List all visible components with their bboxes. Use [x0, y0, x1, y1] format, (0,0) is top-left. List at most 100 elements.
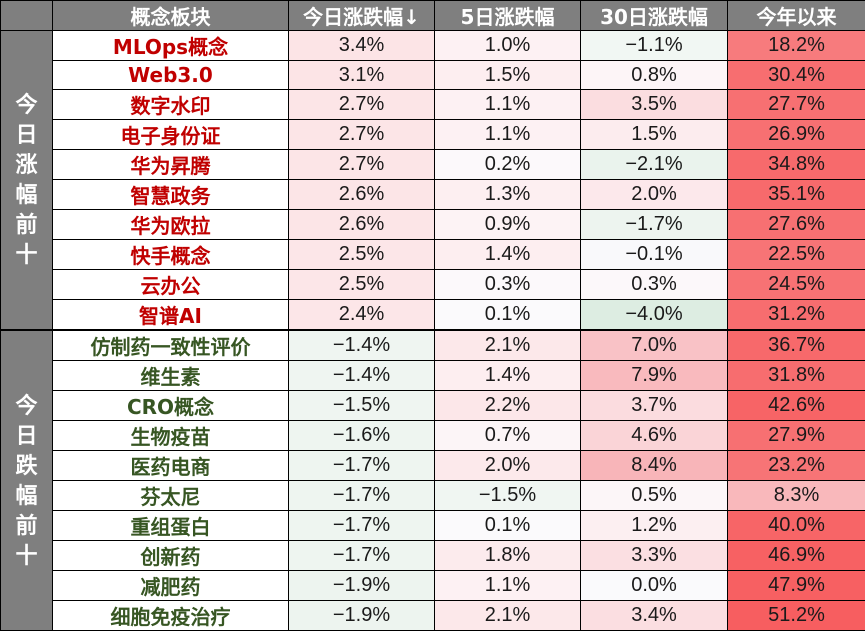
ytd-change-cell: 18.2%	[728, 31, 865, 61]
30day-change-cell: 0.0%	[581, 571, 728, 601]
sector-name-cell: 智谱AI	[53, 300, 289, 331]
today-change-cell: −1.6%	[289, 421, 435, 451]
group-label-text: 今日跌幅前十	[15, 391, 39, 571]
ytd-change-cell: 51.2%	[728, 601, 865, 631]
30day-change-cell: −4.0%	[581, 300, 728, 331]
today-change-cell: −1.7%	[289, 481, 435, 511]
today-change-cell: 2.7%	[289, 120, 435, 150]
30day-change-cell: −1.1%	[581, 31, 728, 61]
30day-change-cell: 3.4%	[581, 601, 728, 631]
header-5day-change[interactable]: 5日涨跌幅	[435, 1, 581, 31]
header-30day-change[interactable]: 30日涨跌幅	[581, 1, 728, 31]
table-row: 今日跌幅前十仿制药一致性评价−1.4%2.1%7.0%36.7%	[1, 330, 865, 361]
ytd-change-cell: 8.3%	[728, 481, 865, 511]
header-row: 概念板块 今日涨跌幅↓ 5日涨跌幅 30日涨跌幅 今年以来	[1, 1, 865, 31]
30day-change-cell: 3.7%	[581, 391, 728, 421]
sector-name-cell: 智慧政务	[53, 180, 289, 210]
sector-name-cell: 重组蛋白	[53, 511, 289, 541]
ytd-change-cell: 24.5%	[728, 270, 865, 300]
today-change-cell: 2.5%	[289, 240, 435, 270]
sector-name-cell: CRO概念	[53, 391, 289, 421]
today-change-cell: 2.7%	[289, 90, 435, 120]
30day-change-cell: 7.9%	[581, 361, 728, 391]
sector-name-cell: 创新药	[53, 541, 289, 571]
ytd-change-cell: 34.8%	[728, 150, 865, 180]
ytd-change-cell: 31.2%	[728, 300, 865, 331]
group-label-top-losers: 今日跌幅前十	[1, 330, 53, 631]
header-group	[1, 1, 53, 31]
30day-change-cell: 1.5%	[581, 120, 728, 150]
today-change-cell: −1.7%	[289, 451, 435, 481]
sector-name-cell: 芬太尼	[53, 481, 289, 511]
table-row: 创新药−1.7%1.8%3.3%46.9%	[1, 541, 865, 571]
5day-change-cell: 2.0%	[435, 451, 581, 481]
sector-name-cell: 云办公	[53, 270, 289, 300]
ytd-change-cell: 35.1%	[728, 180, 865, 210]
today-change-cell: −1.9%	[289, 571, 435, 601]
30day-change-cell: 7.0%	[581, 330, 728, 361]
ytd-change-cell: 27.6%	[728, 210, 865, 240]
table-row: 细胞免疫治疗−1.9%2.1%3.4%51.2%	[1, 601, 865, 631]
5day-change-cell: 1.1%	[435, 90, 581, 120]
table-row: 重组蛋白−1.7%0.1%1.2%40.0%	[1, 511, 865, 541]
30day-change-cell: 0.3%	[581, 270, 728, 300]
5day-change-cell: 2.1%	[435, 601, 581, 631]
today-change-cell: −1.9%	[289, 601, 435, 631]
header-sector[interactable]: 概念板块	[53, 1, 289, 31]
5day-change-cell: 0.2%	[435, 150, 581, 180]
5day-change-cell: 1.1%	[435, 571, 581, 601]
5day-change-cell: 0.3%	[435, 270, 581, 300]
today-change-cell: −1.4%	[289, 361, 435, 391]
today-change-cell: −1.5%	[289, 391, 435, 421]
5day-change-cell: 2.1%	[435, 330, 581, 361]
table-row: 减肥药−1.9%1.1%0.0%47.9%	[1, 571, 865, 601]
table-row: 医药电商−1.7%2.0%8.4%23.2%	[1, 451, 865, 481]
5day-change-cell: 1.0%	[435, 31, 581, 61]
ytd-change-cell: 30.4%	[728, 61, 865, 90]
today-change-cell: 2.5%	[289, 270, 435, 300]
5day-change-cell: 1.4%	[435, 361, 581, 391]
concept-sector-table-container: 概念板块 今日涨跌幅↓ 5日涨跌幅 30日涨跌幅 今年以来 今日涨幅前十 MLOp…	[0, 0, 865, 615]
30day-change-cell: 0.8%	[581, 61, 728, 90]
table-row: 芬太尼−1.7%−1.5%0.5%8.3%	[1, 481, 865, 511]
ytd-change-cell: 36.7%	[728, 330, 865, 361]
today-change-cell: −1.4%	[289, 330, 435, 361]
30day-change-cell: 1.2%	[581, 511, 728, 541]
ytd-change-cell: 23.2%	[728, 451, 865, 481]
5day-change-cell: 1.8%	[435, 541, 581, 571]
today-change-cell: 3.1%	[289, 61, 435, 90]
5day-change-cell: −1.5%	[435, 481, 581, 511]
30day-change-cell: 8.4%	[581, 451, 728, 481]
today-change-cell: 2.6%	[289, 180, 435, 210]
sector-name-cell: MLOps概念	[53, 31, 289, 61]
today-change-cell: 2.6%	[289, 210, 435, 240]
sector-name-cell: 仿制药一致性评价	[53, 330, 289, 361]
30day-change-cell: −1.7%	[581, 210, 728, 240]
sector-name-cell: 电子身份证	[53, 120, 289, 150]
sector-name-cell: 生物疫苗	[53, 421, 289, 451]
5day-change-cell: 0.7%	[435, 421, 581, 451]
today-change-cell: 2.7%	[289, 150, 435, 180]
header-today-change[interactable]: 今日涨跌幅↓	[289, 1, 435, 31]
30day-change-cell: 2.0%	[581, 180, 728, 210]
30day-change-cell: −0.1%	[581, 240, 728, 270]
header-ytd-change[interactable]: 今年以来	[728, 1, 865, 31]
ytd-change-cell: 31.8%	[728, 361, 865, 391]
ytd-change-cell: 47.9%	[728, 571, 865, 601]
ytd-change-cell: 42.6%	[728, 391, 865, 421]
5day-change-cell: 1.1%	[435, 120, 581, 150]
today-change-cell: 2.4%	[289, 300, 435, 331]
group-label-text: 今日涨幅前十	[15, 90, 39, 270]
5day-change-cell: 2.2%	[435, 391, 581, 421]
